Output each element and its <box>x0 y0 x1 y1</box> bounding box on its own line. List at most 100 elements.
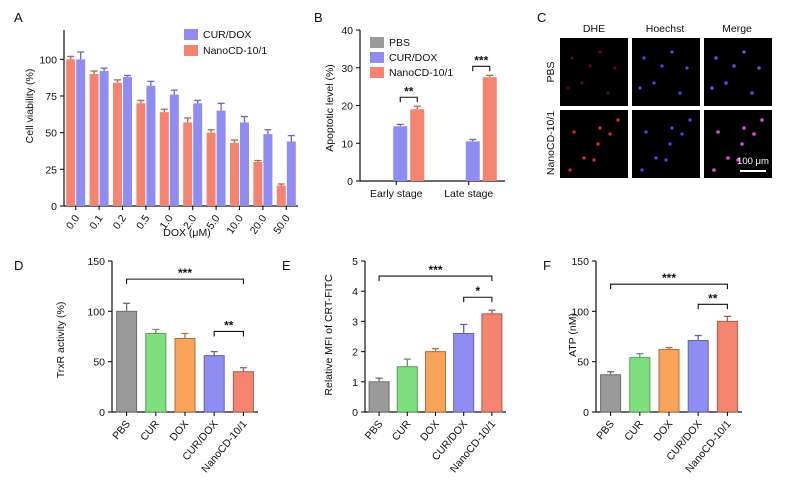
cell-merge-0-3 <box>724 81 728 85</box>
bar-e-3 <box>453 332 475 413</box>
column-label-dhe: DHE <box>583 23 605 35</box>
legend-b: PBS CUR/DOX NanoCD-10/1 <box>370 37 453 79</box>
x-tick-label-b-1: Late stage <box>444 188 493 200</box>
y-tick-label-f-3: 150 <box>571 256 589 268</box>
cell-hoechst-1-3 <box>680 132 684 136</box>
y-axis-title-e: Relative MFI of CRT-FITC <box>323 274 335 396</box>
y-tick-label-d-1: 50 <box>93 357 105 369</box>
sig-e-1-bracket <box>463 296 493 303</box>
bar-b-1-1 <box>465 141 480 181</box>
cell-merge-0-0 <box>714 56 718 60</box>
panel-letter-d: D <box>14 258 23 273</box>
y-tick-label-f-1: 50 <box>577 357 589 369</box>
legend-swatch-nanocd-b <box>370 67 384 78</box>
column-label-merge: Merge <box>722 23 752 35</box>
x-tick-label-a-8: 20.0 <box>248 213 270 237</box>
cell-merge-0-6 <box>732 64 736 68</box>
y-tick-label-e-5: 5 <box>352 256 358 268</box>
cell-hoechst-1-7 <box>664 158 668 162</box>
x-tick-label-e-2: DOX <box>418 418 442 443</box>
cell-hoechst-0-2 <box>685 66 689 70</box>
y-tick-label-e-0: 0 <box>352 407 358 419</box>
legend-a: CUR/DOX NanoCD-10/1 <box>184 29 267 57</box>
cell-dhe-0-0 <box>570 56 574 60</box>
cell-dhe-0-6 <box>588 64 592 68</box>
bar-b-1-0 <box>393 126 408 181</box>
x-tick-label-a-2: 0.2 <box>111 213 129 232</box>
y-tick-label-e-2: 2 <box>352 347 358 359</box>
bar-a-1-0 <box>66 59 76 207</box>
y-axis-title-b: Apoptotic level (%) <box>324 64 336 152</box>
bar-e-4 <box>481 313 503 413</box>
x-tick-label-d-1: CUR <box>138 418 162 443</box>
legend-swatch-nanocd <box>184 45 198 56</box>
y-tick-label-a-4: 100 <box>39 54 57 66</box>
x-tick-label-a-7: 10.0 <box>224 213 246 237</box>
cell-merge-1-4 <box>726 156 730 160</box>
sig-b-early-label: ** <box>404 84 414 98</box>
cell-merge-1-6 <box>760 118 764 122</box>
bar-a-1-9 <box>276 185 286 206</box>
x-tick-label-d-2: DOX <box>167 418 191 443</box>
panel-letter-e: E <box>282 258 291 273</box>
bar-a-0-9 <box>286 141 296 206</box>
cell-merge-0-5 <box>750 91 754 95</box>
y-axis-title-d: TrxR activity (%) <box>55 302 67 379</box>
sig-e-0-bracket <box>378 275 493 282</box>
cell-dhe-1-2 <box>596 142 600 146</box>
bar-e-2 <box>425 351 446 413</box>
cell-dhe-1-0 <box>572 130 576 134</box>
cell-dhe-1-1 <box>598 126 602 130</box>
bar-d-2 <box>174 338 196 413</box>
bar-a-1-2 <box>113 82 122 206</box>
panel-letter-c: C <box>537 10 546 25</box>
sig-d-1-label: ** <box>224 318 234 332</box>
bar-f-0 <box>600 374 622 413</box>
x-tick-label-b-0: Early stage <box>370 188 423 200</box>
bar-a-0-1 <box>99 71 109 206</box>
cell-dhe-1-3 <box>608 132 612 136</box>
legend-swatch-cur-dox-b <box>370 52 384 63</box>
cell-dhe-1-5 <box>568 168 572 172</box>
bar-a-1-7 <box>230 142 239 206</box>
sig-d-0-label: *** <box>178 266 192 280</box>
micrograph-pbs-merge <box>704 38 772 106</box>
cell-dhe-1-7 <box>592 158 596 162</box>
bar-a-0-2 <box>123 76 132 206</box>
bar-a-1-6 <box>206 132 216 206</box>
legend-label-nanocd-b: NanoCD-10/1 <box>389 67 453 79</box>
bar-f-3 <box>687 340 709 413</box>
x-tick-label-f-0: PBS <box>594 418 617 442</box>
sig-b-late-label: *** <box>474 53 488 67</box>
bar-d-3 <box>203 355 225 413</box>
x-axis-title-a: DOX (μM) <box>163 227 210 239</box>
cell-hoechst-0-5 <box>678 91 682 95</box>
y-tick-label-f-0: 0 <box>583 407 589 419</box>
micrograph-pbs-dhe <box>560 38 628 106</box>
y-tick-label-a-2: 50 <box>45 128 57 140</box>
y-tick-label-e-3: 3 <box>352 316 358 328</box>
cell-dhe-0-2 <box>613 66 617 70</box>
cell-dhe-0-1 <box>598 50 602 54</box>
bar-a-0-3 <box>146 85 156 206</box>
bar-a-0-0 <box>76 59 86 207</box>
bar-f-4 <box>716 320 738 413</box>
bar-a-1-5 <box>183 122 193 206</box>
cell-dhe-0-5 <box>606 91 610 95</box>
bar-a-1-3 <box>136 103 146 206</box>
y-tick-label-a-3: 75 <box>45 91 57 103</box>
sig-e-1-label: * <box>475 284 480 298</box>
cell-merge-0-4 <box>710 86 714 90</box>
legend-swatch-pbs <box>370 37 384 48</box>
y-tick-label-d-2: 100 <box>87 306 105 318</box>
y-tick-label-b-1: 10 <box>341 138 353 150</box>
x-tick-label-e-1: CUR <box>390 418 414 443</box>
cell-hoechst-1-6 <box>688 118 692 122</box>
x-tick-label-a-9: 50.0 <box>271 213 293 237</box>
sig-f-1-bracket <box>697 303 728 310</box>
column-label-hoechst: Hoechst <box>646 23 685 35</box>
panel-letter-f: F <box>543 258 551 273</box>
bar-a-0-5 <box>193 103 203 206</box>
bar-b-2-0 <box>410 109 425 181</box>
x-tick-label-a-0: 0.0 <box>64 213 82 232</box>
